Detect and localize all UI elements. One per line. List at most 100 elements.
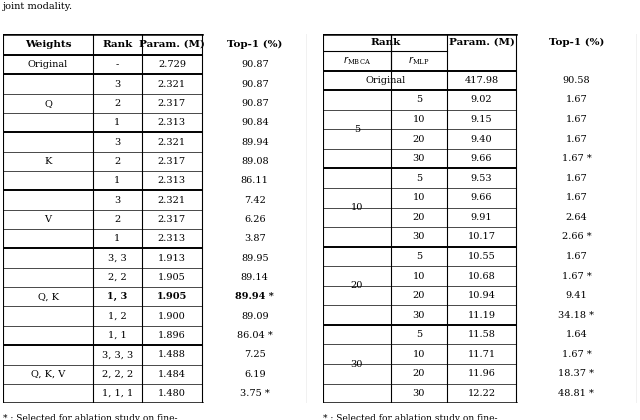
Text: 7.25: 7.25	[244, 350, 266, 360]
Text: 2.317: 2.317	[158, 99, 186, 108]
Text: 86.11: 86.11	[241, 176, 269, 185]
Text: 20: 20	[413, 134, 425, 144]
Text: 2: 2	[114, 215, 120, 224]
Text: 1: 1	[114, 234, 120, 243]
Text: Original: Original	[365, 76, 405, 85]
Text: 10: 10	[413, 350, 425, 359]
Text: 10.55: 10.55	[468, 252, 495, 261]
Text: 11.58: 11.58	[468, 330, 495, 339]
Text: 1.67 *: 1.67 *	[561, 350, 591, 359]
Text: 2.317: 2.317	[158, 215, 186, 224]
Text: 6.19: 6.19	[244, 370, 266, 379]
Text: 11.19: 11.19	[468, 311, 495, 320]
Text: 10.68: 10.68	[468, 271, 495, 281]
Text: 2.317: 2.317	[158, 157, 186, 166]
Text: 30: 30	[413, 389, 425, 398]
Text: 10.94: 10.94	[468, 291, 495, 300]
Text: Top-1 (%): Top-1 (%)	[227, 40, 282, 49]
Text: 2, 2: 2, 2	[108, 273, 127, 282]
Text: V: V	[45, 215, 52, 224]
Text: 9.66: 9.66	[471, 154, 492, 163]
Text: 5: 5	[416, 252, 422, 261]
Text: 89.95: 89.95	[241, 254, 269, 262]
Text: Q, K, V: Q, K, V	[31, 370, 65, 379]
Text: 20: 20	[413, 291, 425, 300]
Text: Original: Original	[28, 60, 68, 69]
Text: 11.96: 11.96	[468, 369, 495, 378]
Text: 86.04 *: 86.04 *	[237, 331, 273, 340]
Text: 89.94: 89.94	[241, 138, 269, 147]
Text: 10: 10	[413, 271, 425, 281]
Text: 2.64: 2.64	[566, 213, 588, 222]
Text: 1, 1: 1, 1	[108, 331, 127, 340]
Text: 30: 30	[413, 311, 425, 320]
Text: 90.87: 90.87	[241, 79, 269, 89]
Text: 3.75 *: 3.75 *	[240, 389, 269, 398]
Text: 1.900: 1.900	[158, 312, 186, 320]
Text: 2.313: 2.313	[158, 176, 186, 185]
Text: 1: 1	[114, 118, 120, 127]
Text: 1.480: 1.480	[158, 389, 186, 398]
Text: $r_\mathregular{MLP}$: $r_\mathregular{MLP}$	[408, 55, 429, 67]
Text: 10: 10	[351, 203, 363, 212]
Text: 90.58: 90.58	[563, 76, 590, 85]
Text: 90.87: 90.87	[241, 99, 269, 108]
Text: 2.321: 2.321	[158, 79, 186, 89]
Text: 3, 3, 3: 3, 3, 3	[102, 350, 133, 360]
Text: 3: 3	[114, 138, 120, 147]
Text: 1.67: 1.67	[566, 252, 588, 261]
Text: 2.729: 2.729	[158, 60, 186, 69]
Text: 34.18 *: 34.18 *	[559, 311, 595, 320]
Text: 90.84: 90.84	[241, 118, 269, 127]
Text: * : Selected for ablation study on fine-
tuning.: * : Selected for ablation study on fine-…	[3, 414, 178, 420]
Text: 6.26: 6.26	[244, 215, 266, 224]
Text: 1.67: 1.67	[566, 174, 588, 183]
Text: 10.17: 10.17	[468, 232, 495, 241]
Text: 1: 1	[114, 176, 120, 185]
Text: 1.905: 1.905	[158, 273, 186, 282]
Text: 10: 10	[413, 115, 425, 124]
Text: 20: 20	[351, 281, 363, 290]
Text: 1, 2: 1, 2	[108, 312, 127, 320]
Text: Param. (M): Param. (M)	[139, 40, 205, 49]
Text: 30: 30	[351, 360, 363, 369]
Text: $r_\mathregular{MBCA}$: $r_\mathregular{MBCA}$	[343, 55, 371, 67]
Text: 89.94 *: 89.94 *	[236, 292, 274, 301]
Text: 1.905: 1.905	[157, 292, 187, 301]
Text: 48.81 *: 48.81 *	[559, 389, 595, 398]
Text: 3: 3	[114, 79, 120, 89]
Text: 417.98: 417.98	[465, 76, 499, 85]
Text: 9.91: 9.91	[471, 213, 492, 222]
Text: 9.53: 9.53	[471, 174, 492, 183]
Text: 1, 1, 1: 1, 1, 1	[102, 389, 133, 398]
Text: 9.02: 9.02	[471, 95, 492, 105]
Text: 1.67 *: 1.67 *	[561, 271, 591, 281]
Text: 1, 3: 1, 3	[107, 292, 127, 301]
Text: joint modality.: joint modality.	[3, 3, 74, 11]
Text: 1.896: 1.896	[158, 331, 186, 340]
Text: K: K	[44, 157, 52, 166]
Text: 10: 10	[413, 193, 425, 202]
Text: 2.313: 2.313	[158, 234, 186, 243]
Text: 18.37 *: 18.37 *	[559, 369, 595, 378]
Text: Rank: Rank	[102, 40, 132, 49]
Text: 5: 5	[354, 125, 360, 134]
Text: 1.484: 1.484	[158, 370, 186, 379]
Text: 1.488: 1.488	[158, 350, 186, 360]
Text: Top-1 (%): Top-1 (%)	[548, 38, 604, 47]
Text: 5: 5	[416, 174, 422, 183]
Text: 3, 3: 3, 3	[108, 254, 127, 262]
Text: 30: 30	[413, 154, 425, 163]
Text: Q: Q	[44, 99, 52, 108]
Text: 20: 20	[413, 369, 425, 378]
Text: 2.321: 2.321	[158, 138, 186, 147]
Text: * : Selected for ablation study on fine-
tuning.: * : Selected for ablation study on fine-…	[323, 414, 498, 420]
Text: 2.66 *: 2.66 *	[562, 232, 591, 241]
Text: 5: 5	[416, 330, 422, 339]
Text: 1.67: 1.67	[566, 134, 588, 144]
Text: 1.67: 1.67	[566, 115, 588, 124]
Text: 9.66: 9.66	[471, 193, 492, 202]
Text: 2: 2	[114, 99, 120, 108]
Text: 3.87: 3.87	[244, 234, 266, 243]
Text: 89.09: 89.09	[241, 312, 269, 320]
